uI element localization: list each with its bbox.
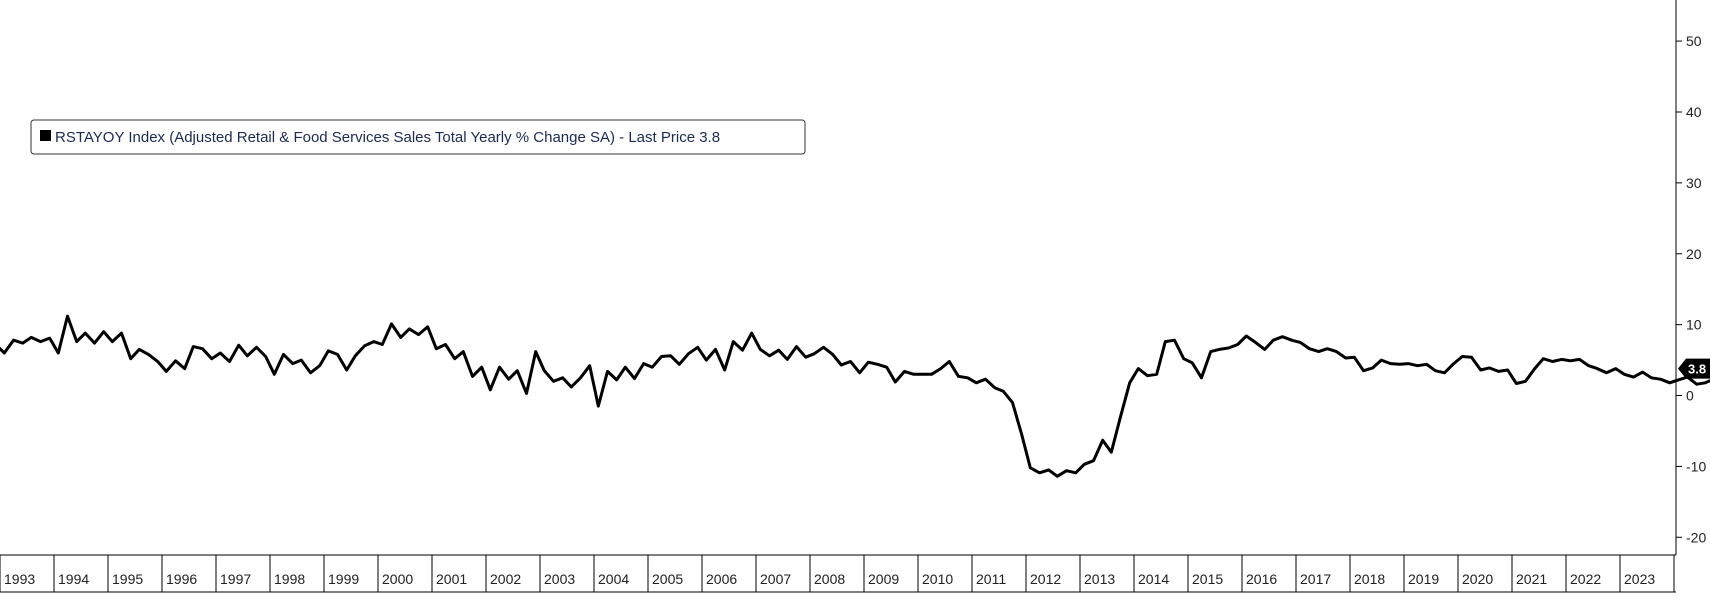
x-tick-label: 2017 <box>1300 571 1331 587</box>
x-tick-label: 2016 <box>1246 571 1277 587</box>
x-tick-label: 1999 <box>328 571 359 587</box>
legend-swatch <box>40 130 51 141</box>
x-tick-label: 2006 <box>706 571 737 587</box>
x-tick-label: 2001 <box>436 571 467 587</box>
legend-box <box>30 119 806 155</box>
x-tick-label: 2022 <box>1570 571 1601 587</box>
y-tick-label: 40 <box>1686 104 1702 120</box>
x-tick-label: 2011 <box>976 571 1006 587</box>
x-tick-label: 2015 <box>1192 571 1223 587</box>
legend-label: RSTAYOY Index (Adjusted Retail & Food Se… <box>55 129 720 146</box>
last-price-marker: 3.8 <box>1678 358 1710 379</box>
last-price-flag <box>1678 358 1710 379</box>
x-tick-label: 2014 <box>1138 571 1169 587</box>
y-axis-ticks: 50 40 30 20 10 0 -10 -20 <box>1676 33 1706 545</box>
series-line <box>0 314 1710 478</box>
x-tick-label: 2023 <box>1624 571 1655 587</box>
y-axis: 50 40 30 20 10 0 -10 -20 <box>1675 0 1706 555</box>
y-tick-label: -20 <box>1686 529 1706 545</box>
legend: RSTAYOY Index (Adjusted Retail & Food Se… <box>30 119 806 155</box>
x-tick-label: 2004 <box>598 571 629 587</box>
x-tick-label: 2005 <box>652 571 683 587</box>
x-tick-label: 2012 <box>1030 571 1061 587</box>
x-tick-label: 2019 <box>1408 571 1439 587</box>
x-tick-label: 2003 <box>544 571 575 587</box>
x-tick-label: 2020 <box>1462 571 1493 587</box>
x-tick-label: 2018 <box>1354 571 1385 587</box>
last-price-label: 3.8 <box>1688 362 1706 377</box>
x-axis-ticks: 1993 1994 1995 1996 1997 1998 1999 2000 2001 2002… <box>0 555 1675 592</box>
x-tick-label: 1995 <box>112 571 143 587</box>
y-tick-label: 20 <box>1686 246 1702 262</box>
x-axis: 1993 1994 1995 1996 1997 1998 1999 2000 2001 2002… <box>0 554 1676 593</box>
x-tick-label: 2013 <box>1084 571 1115 587</box>
x-tick-label: 1994 <box>58 571 89 587</box>
plot-area <box>0 314 1710 478</box>
x-tick-label: 1997 <box>220 571 251 587</box>
x-tick-label: 2010 <box>922 571 953 587</box>
x-tick-label: 2007 <box>760 571 791 587</box>
y-tick-label: 50 <box>1686 33 1702 49</box>
x-tick-label: 2000 <box>382 571 413 587</box>
x-tick-label: 2009 <box>868 571 899 587</box>
x-tick-label: 2021 <box>1516 571 1547 587</box>
y-tick-label: 0 <box>1686 388 1694 404</box>
y-tick-label: 30 <box>1686 175 1702 191</box>
x-tick-label: 1993 <box>4 571 35 587</box>
y-tick-label: 10 <box>1686 317 1702 333</box>
x-tick-label: 1998 <box>274 571 305 587</box>
x-tick-label: 1996 <box>166 571 197 587</box>
x-tick-label: 2008 <box>814 571 845 587</box>
y-tick-label: -10 <box>1686 458 1706 474</box>
x-tick-label: 2002 <box>490 571 521 587</box>
